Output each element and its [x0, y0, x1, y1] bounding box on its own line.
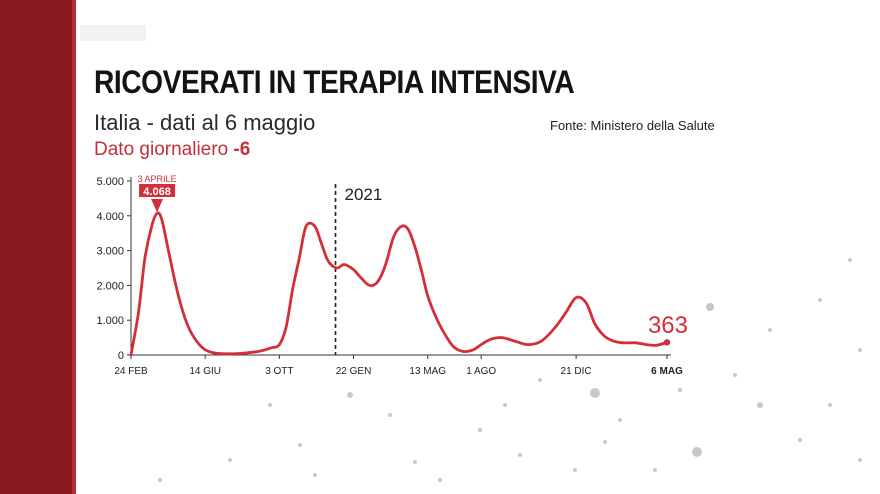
y-tick-label: 0 [118, 350, 124, 362]
peak-value-box [139, 184, 176, 197]
background-dot [538, 378, 542, 382]
background-dot [757, 402, 763, 408]
data-source: Fonte: Ministero della Salute [550, 118, 715, 133]
chart-subtitle: Italia - dati al 6 maggio [94, 110, 316, 135]
channel-logo [80, 25, 146, 41]
background-dot [798, 438, 802, 442]
background-dot [503, 403, 507, 407]
background-dot [733, 373, 737, 377]
background-dot [828, 403, 832, 407]
y-tick-label: 4.000 [96, 211, 124, 223]
background-dot [573, 468, 577, 472]
background-dot [848, 258, 852, 262]
y-tick-label: 3.000 [96, 246, 124, 258]
background-dot [313, 473, 317, 477]
y-tick-label: 5.000 [96, 176, 124, 188]
year-divider-label: 2021 [345, 185, 383, 204]
last-value-label: 363 [648, 312, 688, 339]
background-dot [858, 348, 862, 352]
background-dot [692, 447, 702, 457]
series-line [129, 211, 669, 357]
x-tick-label: 24 FEB [114, 366, 148, 377]
background-dot [818, 298, 822, 302]
daily-change-value: -6 [233, 139, 251, 160]
background-dot [298, 443, 302, 447]
background-dot [618, 418, 622, 422]
x-tick-label: 1 AGO [466, 366, 496, 377]
daily-change: Dato giornaliero -6 [94, 139, 250, 161]
background-dot [347, 392, 353, 398]
x-axis: 24 FEB 14 GIU 3 OTT 22 GEN 13 MAG 1 AGO 21 DIC… [114, 354, 683, 377]
background-dot [678, 388, 682, 392]
x-tick-label: 6 MAG [651, 366, 683, 377]
year-divider: 2021 [334, 184, 383, 355]
background-dots [158, 258, 862, 482]
background-dot [768, 328, 772, 332]
peak-value-label: 4.068 [143, 186, 171, 198]
x-tick-label: 13 MAG [409, 366, 446, 377]
background-dot [438, 478, 442, 482]
series-area [129, 211, 671, 357]
chart-panel [76, 0, 880, 494]
daily-change-label: Dato giornaliero [94, 139, 229, 160]
background-dot [388, 413, 392, 417]
y-axis: 5.000 4.000 3.000 2.000 1.000 0 [96, 176, 132, 362]
annotations: 3 APRILE 4.068 363 [138, 174, 688, 339]
peak-date-label: 3 APRILE [138, 174, 177, 184]
last-point [663, 339, 671, 346]
background-dot [413, 460, 417, 464]
x-tick-label: 14 GIU [189, 366, 221, 377]
x-tick-label: 21 DIC [561, 366, 592, 377]
background-dot [478, 428, 482, 432]
background-dot [653, 468, 657, 472]
y-tick-label: 1.000 [96, 315, 124, 327]
background-dot [518, 453, 522, 457]
x-tick-label: 22 GEN [336, 366, 372, 377]
x-tick-label: 3 OTT [265, 366, 293, 377]
background-dot [590, 388, 600, 398]
background-dot [603, 440, 607, 444]
background-dot [268, 403, 272, 407]
background-dot [706, 303, 714, 311]
background-dot [858, 458, 862, 462]
background-dot [228, 458, 232, 462]
brand-band [0, 0, 76, 494]
peak-marker [151, 199, 164, 213]
chart-title: RICOVERATI IN TERAPIA INTENSIVA [94, 64, 575, 100]
background-dot [158, 478, 162, 482]
y-tick-label: 2.000 [96, 280, 124, 292]
